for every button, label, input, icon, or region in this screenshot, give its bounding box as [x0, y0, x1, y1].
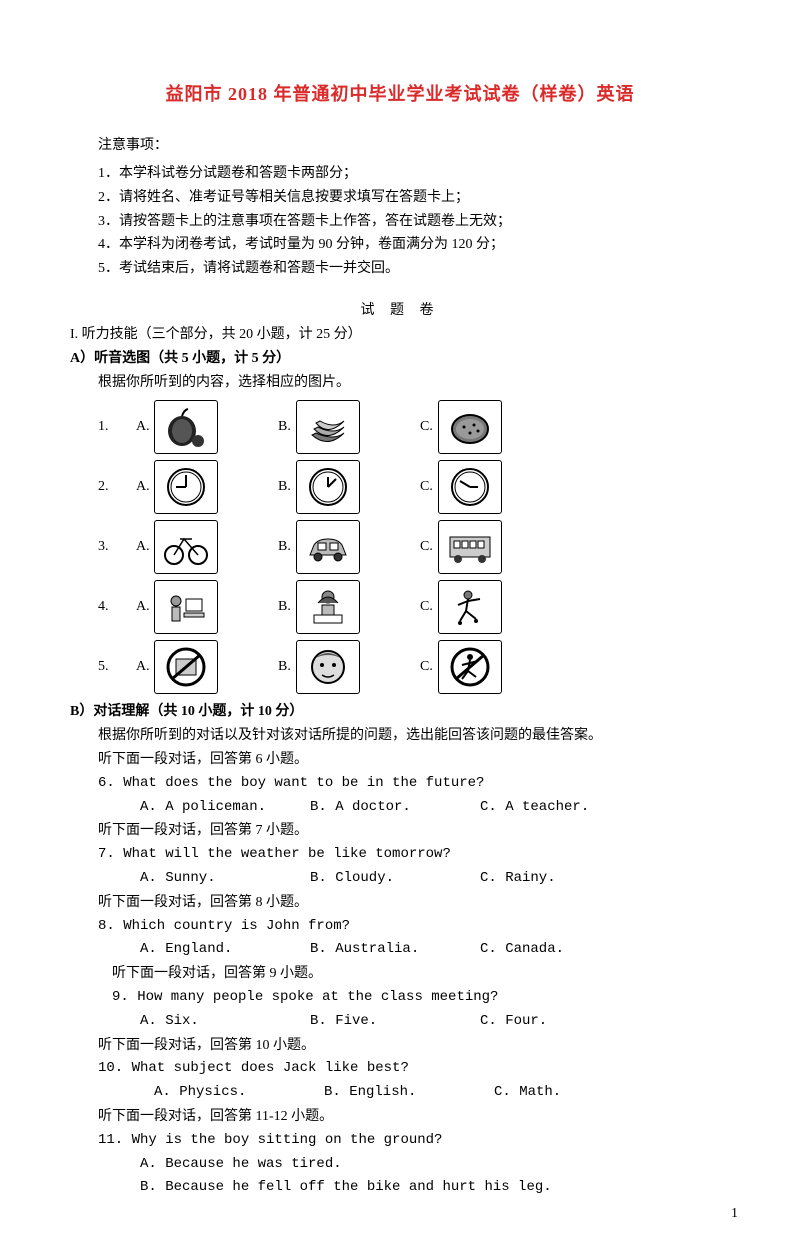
opt-a-label: A.: [136, 539, 154, 555]
page-number: 1: [731, 1206, 738, 1222]
q-text: 10. What subject does Jack like best?: [98, 1057, 730, 1081]
q-pre: 听下面一段对话，回答第 10 小题。: [98, 1034, 730, 1058]
banana-icon: [296, 400, 360, 454]
row-num: 3.: [98, 539, 136, 555]
notice-item: 5．考试结束后，请将试题卷和答题卡一并交回。: [98, 257, 730, 281]
opt-b-label: B.: [278, 599, 296, 615]
opt-c-label: C.: [420, 479, 438, 495]
car-icon: [296, 520, 360, 574]
row-num: 4.: [98, 599, 136, 615]
opt: B. A doctor.: [310, 796, 480, 820]
opt-c-label: C.: [420, 419, 438, 435]
exam-page: 益阳市 2018 年普通初中毕业学业考试试卷（样卷）英语 注意事项： 1．本学科…: [0, 0, 800, 1240]
opt-a-label: A.: [136, 479, 154, 495]
opt-a-label: A.: [136, 659, 154, 675]
opt-b-label: B.: [278, 419, 296, 435]
notice-label: 注意事项：: [98, 134, 730, 154]
opt-b-label: B.: [278, 659, 296, 675]
q-text: 7. What will the weather be like tomorro…: [98, 843, 730, 867]
watermelon-icon: [438, 400, 502, 454]
clock-icon: [296, 460, 360, 514]
notice-item: 4．本学科为闭卷考试，考试时量为 90 分钟，卷面满分为 120 分；: [98, 233, 730, 257]
opt: A. Because he was tired.: [140, 1153, 730, 1177]
clock-icon: [438, 460, 502, 514]
opt-a-label: A.: [136, 599, 154, 615]
opt: C. A teacher.: [480, 796, 650, 820]
opt: C. Four.: [480, 1010, 650, 1034]
opt-b-label: B.: [278, 479, 296, 495]
pic-row: 2. A. B. C.: [98, 460, 730, 514]
partB-desc: 根据你所听到的对话以及针对该对话所提的问题，选出能回答该问题的最佳答案。: [98, 724, 730, 748]
clock-icon: [154, 460, 218, 514]
opt: C. Canada.: [480, 938, 650, 962]
section-header: 试 题 卷: [70, 299, 730, 319]
q-text: 8. Which country is John from?: [98, 915, 730, 939]
q-pre: 听下面一段对话，回答第 8 小题。: [98, 891, 730, 915]
skating-icon: [438, 580, 502, 634]
notice-item: 2．请将姓名、准考证号等相关信息按要求填写在答题卡上；: [98, 186, 730, 210]
opt: B. Cloudy.: [310, 867, 480, 891]
pic-row: 3. A. B. C.: [98, 520, 730, 574]
pic-row: 5. A. B. C.: [98, 640, 730, 694]
notice-list: 1．本学科试卷分试题卷和答题卡两部分； 2．请将姓名、准考证号等相关信息按要求填…: [98, 162, 730, 281]
questions-block: 听下面一段对话，回答第 6 小题。 6. What does the boy w…: [98, 748, 730, 1200]
bus-icon: [438, 520, 502, 574]
face-icon: [296, 640, 360, 694]
row-num: 1.: [98, 419, 136, 435]
partA-desc: 根据你所听到的内容，选择相应的图片。: [98, 371, 730, 395]
opt: C. Math.: [494, 1081, 664, 1105]
opt-b-label: B.: [278, 539, 296, 555]
opt: B. Australia.: [310, 938, 480, 962]
q-text: 9. How many people spoke at the class me…: [112, 986, 730, 1010]
q-opts: A. Sunny. B. Cloudy. C. Rainy.: [140, 867, 730, 891]
row-num: 2.: [98, 479, 136, 495]
q-text: 6. What does the boy want to be in the f…: [98, 772, 730, 796]
no-sign-icon: [154, 640, 218, 694]
reading-icon: [296, 580, 360, 634]
opt: B. Five.: [310, 1010, 480, 1034]
q-pre: 听下面一段对话，回答第 6 小题。: [98, 748, 730, 772]
opt: B. Because he fell off the bike and hurt…: [140, 1176, 730, 1200]
q-pre: 听下面一段对话，回答第 11-12 小题。: [98, 1105, 730, 1129]
part1-label: I. 听力技能（三个部分，共 20 小题，计 25 分）: [70, 323, 730, 347]
opt-a-label: A.: [136, 419, 154, 435]
q-pre: 听下面一段对话，回答第 7 小题。: [98, 819, 730, 843]
opt: A. A policeman.: [140, 796, 310, 820]
opt: A. Six.: [140, 1010, 310, 1034]
bike-icon: [154, 520, 218, 574]
q-text: 11. Why is the boy sitting on the ground…: [98, 1129, 730, 1153]
row-num: 5.: [98, 659, 136, 675]
q-opts: A. Physics. B. English. C. Math.: [154, 1081, 730, 1105]
q-opts: A. A policeman. B. A doctor. C. A teache…: [140, 796, 730, 820]
apple-icon: [154, 400, 218, 454]
partA-label: A）听音选图（共 5 小题，计 5 分）: [70, 347, 730, 371]
opt: A. Physics.: [154, 1081, 324, 1105]
q-opts: A. England. B. Australia. C. Canada.: [140, 938, 730, 962]
opt: C. Rainy.: [480, 867, 650, 891]
opt: A. England.: [140, 938, 310, 962]
pic-row: 1. A. B. C.: [98, 400, 730, 454]
notice-item: 3．请按答题卡上的注意事项在答题卡上作答，答在试题卷上无效；: [98, 210, 730, 234]
exam-title: 益阳市 2018 年普通初中毕业学业考试试卷（样卷）英语: [70, 80, 730, 106]
notice-item: 1．本学科试卷分试题卷和答题卡两部分；: [98, 162, 730, 186]
no-running-icon: [438, 640, 502, 694]
pic-row: 4. A. B. C.: [98, 580, 730, 634]
opt-c-label: C.: [420, 599, 438, 615]
opt-c-label: C.: [420, 659, 438, 675]
opt-c-label: C.: [420, 539, 438, 555]
q-opts: A. Six. B. Five. C. Four.: [140, 1010, 730, 1034]
opt: A. Sunny.: [140, 867, 310, 891]
opt: B. English.: [324, 1081, 494, 1105]
partB-label: B）对话理解（共 10 小题，计 10 分）: [70, 700, 730, 724]
computer-icon: [154, 580, 218, 634]
picture-section: 1. A. B. C. 2. A. B. C. 3. A. B. C.: [70, 400, 730, 694]
q-pre: 听下面一段对话，回答第 9 小题。: [112, 962, 730, 986]
